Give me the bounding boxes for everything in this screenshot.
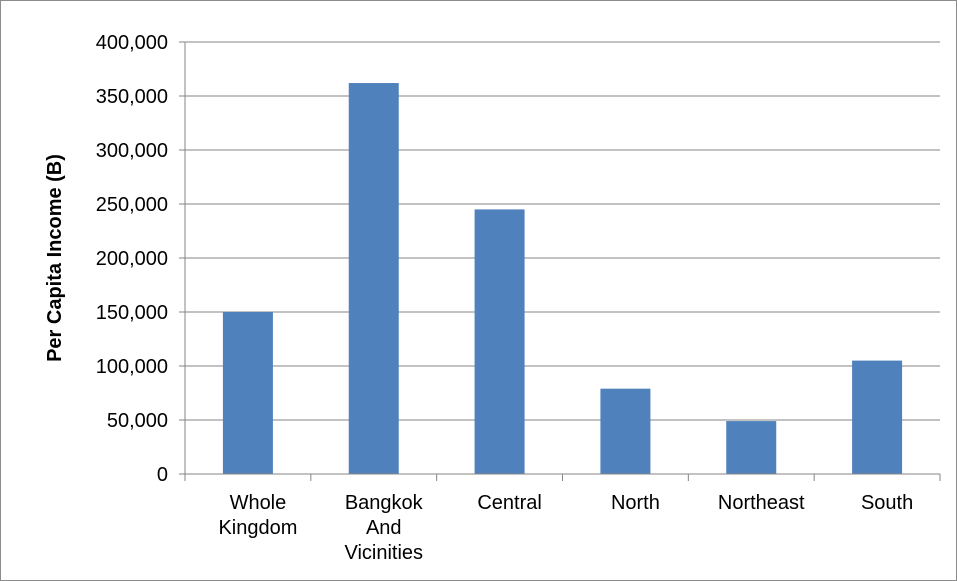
bars bbox=[222, 83, 903, 474]
x-tick-label-line: North bbox=[611, 492, 660, 514]
y-tick-label: 0 bbox=[157, 464, 168, 486]
x-tick-label-line: Whole bbox=[230, 492, 287, 514]
x-tick-label-line: And bbox=[366, 517, 402, 539]
x-tick-label-line: Central bbox=[477, 492, 541, 514]
x-tick-label: North bbox=[611, 492, 660, 514]
x-tick-label-line: Vicinities bbox=[344, 542, 423, 564]
bar bbox=[222, 312, 273, 474]
y-tick-label: 400,000 bbox=[96, 32, 168, 54]
x-tick-label-line: Kingdom bbox=[218, 517, 297, 539]
x-tick-label: Whole Kingdom bbox=[218, 492, 297, 539]
x-tick-label-line: South bbox=[861, 492, 913, 514]
bar bbox=[726, 421, 777, 474]
x-tick-label-line: Bangkok bbox=[345, 492, 424, 514]
x-tick-label-line: Northeast bbox=[718, 492, 805, 514]
y-axis-title: Per Capita Income (B) bbox=[44, 154, 66, 362]
y-tick-label: 350,000 bbox=[96, 86, 168, 108]
y-tick-label: 250,000 bbox=[96, 194, 168, 216]
bar bbox=[474, 209, 525, 474]
bar bbox=[348, 83, 399, 474]
x-tick-label: Northeast bbox=[718, 492, 805, 514]
x-tick-label: South bbox=[861, 492, 913, 514]
y-tick-label: 150,000 bbox=[96, 302, 168, 324]
y-tick-label: 50,000 bbox=[107, 410, 168, 432]
y-tick-label: 200,000 bbox=[96, 248, 168, 270]
y-tick-label: 300,000 bbox=[96, 140, 168, 162]
y-tick-labels: 0 50,000 100,000 150,000 200,000 250,000 300,0… bbox=[96, 32, 168, 486]
x-tick-label: Central bbox=[477, 492, 541, 514]
gridlines bbox=[185, 41, 940, 421]
bar bbox=[852, 360, 903, 474]
x-tick-labels: Whole Kingdom Bangkok And Vicinities Central N… bbox=[218, 492, 913, 564]
y-tick-label: 100,000 bbox=[96, 356, 168, 378]
bar bbox=[600, 388, 651, 474]
x-tick-label: Bangkok And Vicinities bbox=[344, 492, 423, 564]
axes bbox=[179, 41, 941, 481]
